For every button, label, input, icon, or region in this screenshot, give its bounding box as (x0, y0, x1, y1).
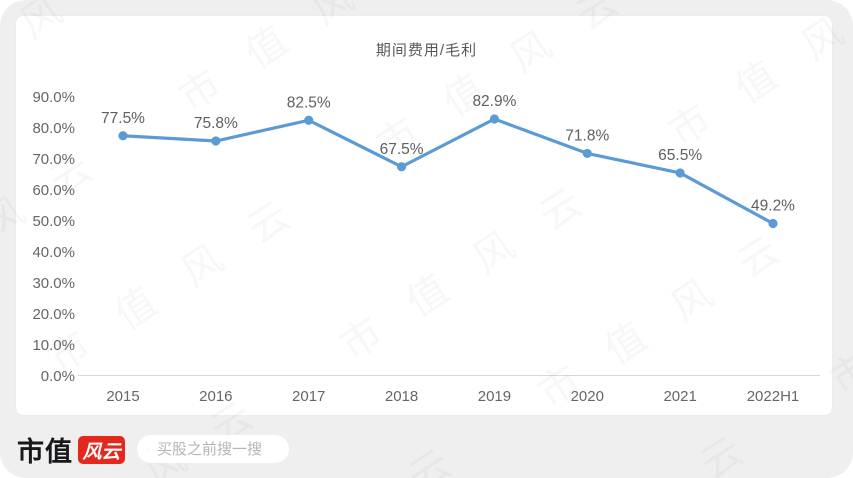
chart-title: 期间费用/毛利 (375, 42, 478, 59)
brand-logo-text[interactable]: 市值 (17, 436, 73, 467)
brand-logo-badge[interactable]: 风云 (78, 436, 125, 464)
footer-bar: 市值 风云 (17, 433, 289, 467)
search-icon (147, 448, 148, 450)
search-box[interactable] (137, 435, 289, 463)
search-input[interactable] (155, 439, 279, 459)
chart-card (15, 15, 833, 416)
